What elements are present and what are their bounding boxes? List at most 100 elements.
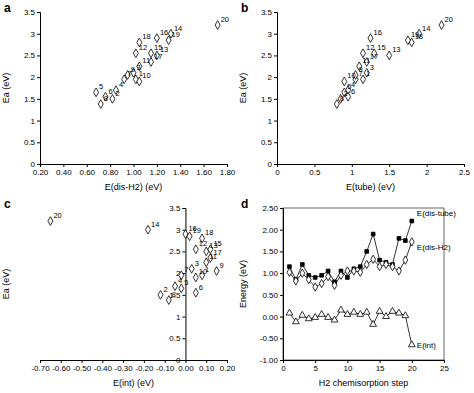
tick: -0.50: [260, 334, 283, 343]
point-label: 2: [164, 285, 168, 294]
tick: -0.40: [94, 360, 113, 373]
tick-mark: [427, 164, 428, 167]
series-marker: [325, 314, 332, 320]
tick: 0.00: [262, 313, 283, 322]
tick-label: 3: [268, 30, 273, 39]
point: [154, 34, 159, 43]
series-marker: [326, 272, 331, 280]
tick: 2: [268, 73, 277, 82]
annotations: 1234567891011121314151617181920: [340, 15, 453, 103]
tick-mark: [182, 251, 185, 252]
tick-label: 1: [176, 313, 181, 322]
tick: 0.5: [24, 138, 40, 147]
tick-label: 3.5: [261, 8, 273, 17]
tick-label: 20: [408, 364, 417, 373]
tick: -0.30: [114, 360, 133, 373]
tick-mark: [280, 317, 283, 318]
x-axis-line: [278, 165, 465, 168]
tick: -0.70: [31, 360, 50, 373]
tick-mark: [110, 164, 111, 167]
x-axis: 0510152025: [281, 360, 449, 373]
tick: 15: [376, 360, 385, 373]
point: [334, 100, 339, 109]
tick-label: 1: [31, 117, 36, 126]
point-label: 17: [154, 52, 162, 61]
tick-label: 0: [176, 356, 181, 365]
series-label: E(dis-H2): [417, 243, 451, 252]
tick-label: 2.50: [262, 204, 278, 213]
series-marker: [332, 281, 337, 289]
tick-mark: [274, 164, 277, 165]
series-marker: [286, 309, 293, 315]
x-axis-line: [284, 361, 445, 364]
y-axis-title: Ea (eV): [238, 73, 248, 104]
tick: 0.20: [220, 360, 236, 373]
point-label: 12: [366, 43, 374, 52]
panel-title: a: [4, 1, 11, 15]
tick-mark: [280, 360, 283, 361]
tick-label: 3.5: [24, 8, 36, 17]
tick-mark: [63, 164, 64, 167]
point-label: 6: [351, 87, 355, 96]
tick-label: -0.40: [94, 364, 113, 373]
point-label: 18: [205, 228, 213, 237]
tick-mark: [61, 360, 62, 363]
point: [439, 21, 444, 30]
point-label: 18: [142, 32, 150, 41]
point-label: 19: [172, 30, 180, 39]
tick-mark: [102, 360, 103, 363]
y-axis-title: Ea (eV): [1, 269, 11, 300]
tick-mark: [157, 164, 158, 167]
y-axis-title: Ea (eV): [1, 73, 11, 104]
point: [214, 267, 219, 276]
tick-mark: [87, 164, 88, 167]
point-label: 20: [53, 211, 61, 220]
tick-mark: [123, 360, 124, 363]
point: [193, 273, 198, 282]
point: [405, 36, 410, 45]
tick-mark: [314, 164, 315, 167]
series-marker: [344, 310, 351, 316]
tick-label: 0.00: [262, 313, 278, 322]
tick-label: 0: [281, 364, 286, 373]
point: [342, 77, 347, 86]
tick-mark: [37, 12, 40, 13]
point: [133, 49, 138, 58]
point-label: 4: [178, 276, 182, 285]
panel: c-0.70-0.60-0.50-0.40-0.30-0.20-0.100.00…: [1, 197, 236, 388]
tick-label: 3: [176, 226, 181, 235]
series-marker: [397, 267, 402, 275]
panel-title: b: [241, 1, 248, 15]
tick-label: 0: [275, 168, 280, 177]
plot-frame: [283, 208, 444, 360]
series-marker: [390, 262, 395, 270]
tick-mark: [280, 251, 283, 252]
tick-mark: [182, 338, 185, 339]
series-marker: [339, 271, 344, 279]
panel: d0510152025-1.00-0.500.000.501.001.502.0…: [238, 197, 456, 388]
tick: 2.5: [459, 164, 471, 177]
tick: 1.00: [262, 269, 283, 278]
tick-label: 1.5: [261, 95, 273, 104]
tick-mark: [37, 55, 40, 56]
series-marker: [319, 279, 324, 287]
tick: 2: [425, 164, 430, 177]
point-label: 15: [377, 43, 385, 52]
point: [158, 290, 163, 299]
series-marker: [318, 310, 325, 316]
point-label: 6: [199, 283, 203, 292]
tick: 1.80: [220, 164, 236, 177]
tick-label: 1.5: [24, 95, 36, 104]
annotations: 1234567891011121314151617181920: [99, 15, 229, 103]
point: [98, 100, 103, 109]
point-label: 6: [108, 87, 112, 96]
tick: -0.20: [135, 360, 154, 373]
tick: 2.5: [169, 247, 185, 256]
x-axis-title: E(dis-H2) (eV): [105, 182, 163, 192]
point-label: 2: [115, 89, 119, 98]
y-axis: 00.511.522.533.5: [24, 8, 41, 169]
series-marker: [357, 310, 364, 316]
point-label: 17: [213, 248, 221, 257]
tick: 2.50: [262, 204, 283, 213]
point-label: 19: [411, 30, 419, 39]
